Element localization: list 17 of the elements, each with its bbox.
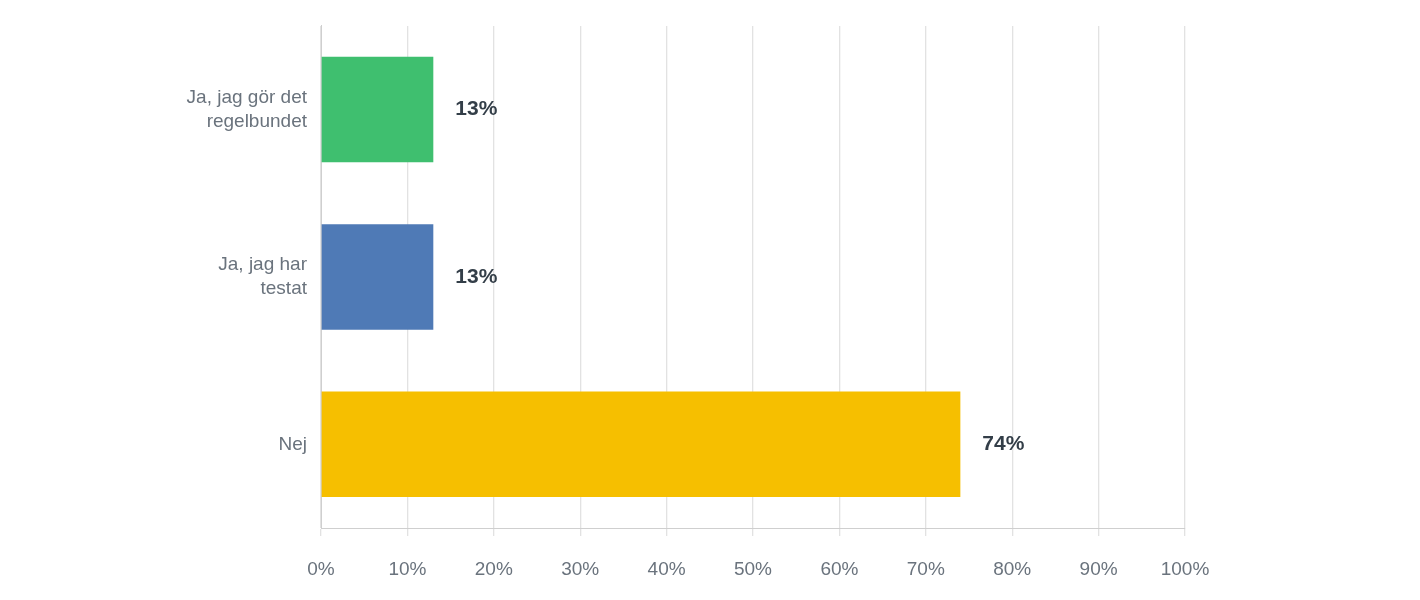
x-tick-label: 20% — [474, 557, 513, 579]
x-tick-label: 90% — [1079, 557, 1118, 579]
y-tick-label: Nej — [278, 432, 307, 454]
x-tick-label: 10% — [388, 557, 427, 579]
x-tick-label: 0% — [307, 557, 335, 579]
x-tick-label: 60% — [820, 557, 859, 579]
x-tick-label: 40% — [647, 557, 686, 579]
y-tick-label: Ja, jag har testat — [218, 253, 308, 299]
x-tick-label: 70% — [906, 557, 945, 579]
x-tick-label: 50% — [733, 557, 773, 579]
x-tick-label: 80% — [993, 557, 1032, 579]
data-label: 74% — [982, 431, 1025, 455]
data-label: 13% — [455, 96, 498, 120]
x-tick-label: 100% — [1160, 557, 1210, 579]
y-tick-label: Ja, jag gör det regelbundet — [186, 85, 308, 131]
data-label: 13% — [455, 263, 498, 287]
x-tick-label: 30% — [561, 557, 600, 579]
